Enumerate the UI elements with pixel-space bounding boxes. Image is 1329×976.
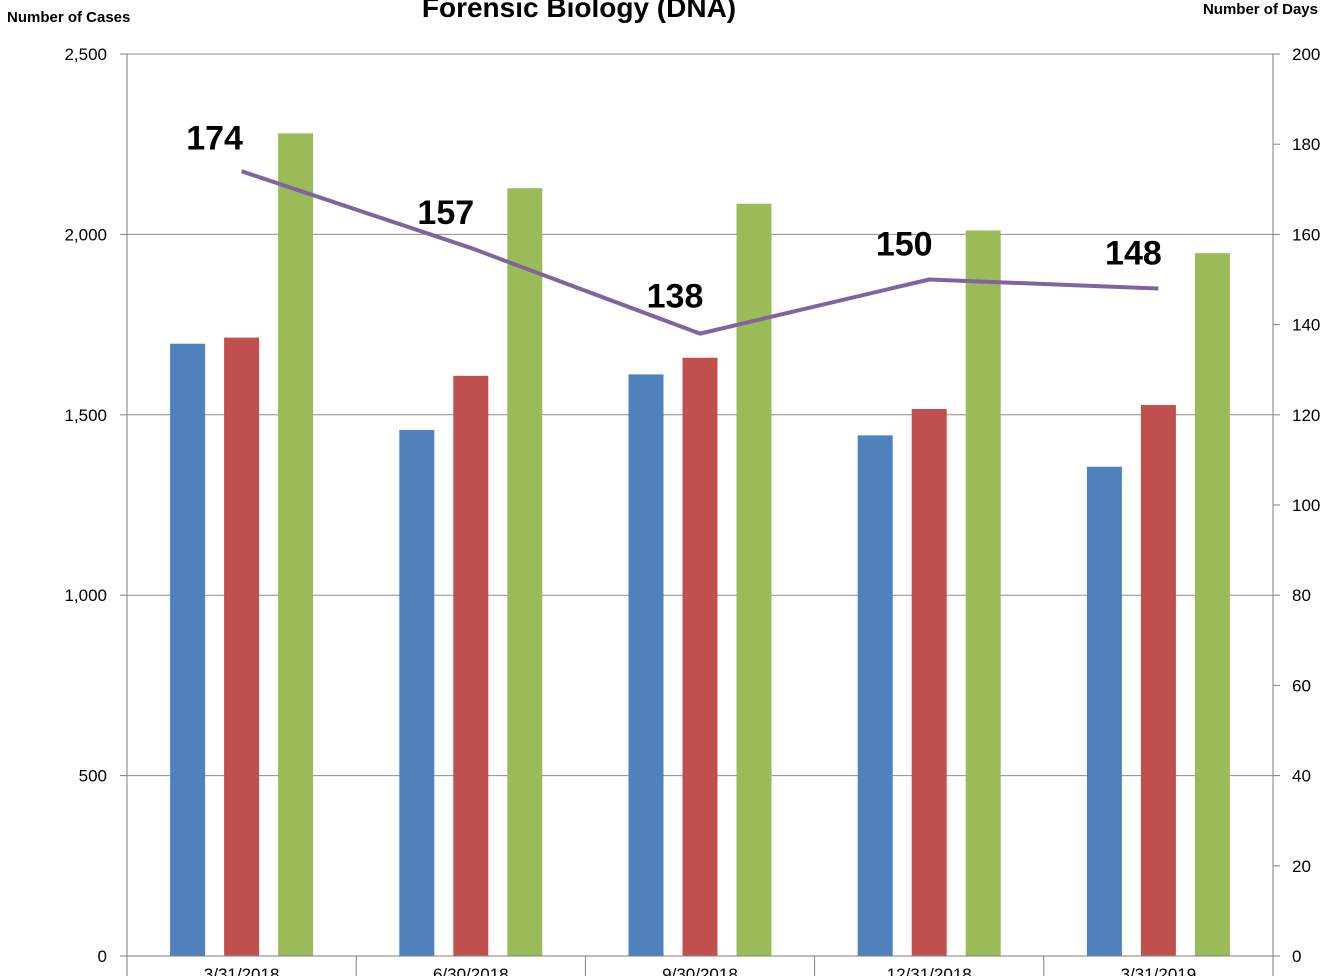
- bar: [911, 409, 947, 956]
- bar: [224, 337, 260, 956]
- x-tick-label: 12/31/2018: [887, 965, 972, 976]
- line-series: [240, 169, 1159, 336]
- bar: [857, 435, 893, 956]
- y-tick-label: 2,500: [64, 45, 107, 64]
- bar: [736, 203, 772, 956]
- bar-series: [170, 133, 1230, 957]
- line-series-path: [240, 169, 1159, 336]
- bar: [399, 429, 435, 956]
- y2-tick-label: 20: [1292, 857, 1311, 876]
- y-tick-label: 2,000: [64, 225, 107, 244]
- bar: [1140, 405, 1176, 956]
- bar: [507, 188, 543, 957]
- data-labels: 174 157 138 150 148: [186, 119, 1162, 315]
- bar: [1086, 466, 1122, 956]
- axes: [120, 53, 1280, 976]
- chart-title: Forensic Biology (DNA): [422, 0, 736, 23]
- bar: [628, 374, 664, 957]
- x-tick-label: 3/31/2018: [204, 965, 280, 976]
- y-tick-label: 500: [79, 767, 107, 786]
- y2-tick-label: 200: [1292, 45, 1320, 64]
- y2-tick-label: 0: [1292, 947, 1301, 966]
- data-label: 148: [1105, 235, 1162, 273]
- data-label: 157: [417, 194, 474, 232]
- y2-axis-title: Number of Days: [1203, 1, 1318, 18]
- y2-tick-label: 80: [1292, 586, 1311, 605]
- y2-tick-label: 100: [1292, 496, 1320, 515]
- data-label: 138: [647, 278, 704, 316]
- y2-tick-label: 140: [1292, 316, 1320, 335]
- x-tick-label: 6/30/2018: [433, 965, 509, 976]
- bar: [170, 343, 206, 956]
- bar: [682, 357, 718, 957]
- y-axis-title: Number of Cases: [7, 9, 130, 26]
- y2-tick-label: 160: [1292, 225, 1320, 244]
- bar: [278, 133, 314, 957]
- y-tick-label: 0: [98, 947, 107, 966]
- x-tick-label: 9/30/2018: [662, 965, 738, 976]
- bar: [453, 375, 489, 956]
- data-label: 150: [876, 226, 933, 264]
- y-tick-label: 1,500: [64, 406, 107, 425]
- tick-labels: 0 500 1,000 1,500 2,000 2,500 0 20 40 60 80 100 120 1…: [64, 45, 1320, 976]
- y2-tick-label: 60: [1292, 676, 1311, 695]
- x-tick-label: 3/31/2019: [1121, 965, 1197, 976]
- bar: [965, 230, 1001, 956]
- data-label: 174: [186, 119, 243, 157]
- y2-tick-label: 180: [1292, 135, 1320, 154]
- y2-tick-label: 40: [1292, 767, 1311, 786]
- y2-tick-label: 120: [1292, 406, 1320, 425]
- y-tick-label: 1,000: [64, 586, 107, 605]
- bar: [1194, 253, 1230, 956]
